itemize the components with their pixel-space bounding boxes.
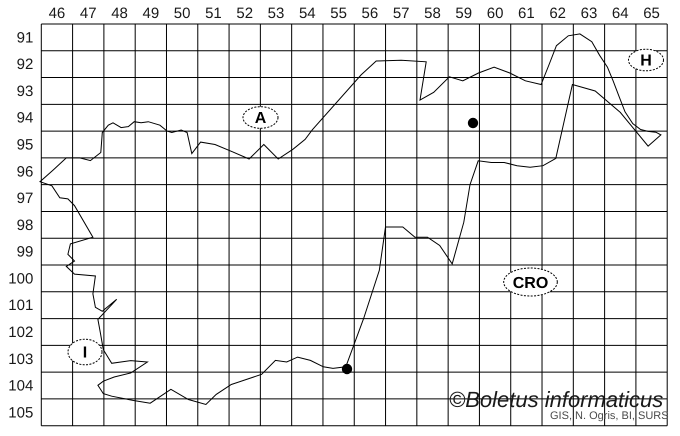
svg-text:52: 52 bbox=[236, 5, 253, 22]
svg-text:H: H bbox=[640, 53, 652, 70]
svg-text:61: 61 bbox=[518, 5, 535, 22]
svg-text:95: 95 bbox=[17, 137, 34, 154]
svg-text:58: 58 bbox=[424, 5, 441, 22]
svg-text:63: 63 bbox=[581, 5, 598, 22]
svg-text:92: 92 bbox=[17, 56, 34, 73]
svg-text:59: 59 bbox=[455, 5, 472, 22]
svg-text:100: 100 bbox=[8, 270, 33, 287]
svg-text:56: 56 bbox=[362, 5, 379, 22]
svg-text:49: 49 bbox=[142, 5, 159, 22]
svg-text:93: 93 bbox=[17, 83, 34, 100]
svg-text:51: 51 bbox=[205, 5, 222, 22]
svg-text:©Boletus informaticus: ©Boletus informaticus bbox=[449, 387, 663, 412]
svg-text:91: 91 bbox=[17, 29, 34, 46]
svg-text:GIS, N. Ogris, BI, SURS: GIS, N. Ogris, BI, SURS bbox=[550, 410, 669, 422]
svg-text:47: 47 bbox=[80, 5, 97, 22]
svg-text:46: 46 bbox=[49, 5, 66, 22]
svg-text:104: 104 bbox=[8, 378, 33, 395]
svg-text:65: 65 bbox=[643, 5, 660, 22]
svg-text:102: 102 bbox=[8, 324, 33, 341]
svg-text:54: 54 bbox=[299, 5, 316, 22]
svg-text:97: 97 bbox=[17, 190, 34, 207]
svg-text:62: 62 bbox=[549, 5, 566, 22]
svg-text:A: A bbox=[255, 110, 267, 127]
svg-text:96: 96 bbox=[17, 163, 34, 180]
svg-text:53: 53 bbox=[268, 5, 285, 22]
svg-text:60: 60 bbox=[487, 5, 504, 22]
svg-text:64: 64 bbox=[612, 5, 629, 22]
svg-text:101: 101 bbox=[8, 297, 33, 314]
svg-text:105: 105 bbox=[8, 404, 33, 421]
svg-text:CRO: CRO bbox=[513, 275, 549, 292]
svg-text:48: 48 bbox=[111, 5, 128, 22]
svg-text:55: 55 bbox=[330, 5, 347, 22]
svg-text:94: 94 bbox=[17, 110, 34, 127]
svg-text:I: I bbox=[83, 345, 87, 362]
svg-text:98: 98 bbox=[17, 217, 34, 234]
svg-text:99: 99 bbox=[17, 244, 34, 261]
svg-text:50: 50 bbox=[174, 5, 191, 22]
svg-text:57: 57 bbox=[393, 5, 410, 22]
svg-text:103: 103 bbox=[8, 351, 33, 368]
